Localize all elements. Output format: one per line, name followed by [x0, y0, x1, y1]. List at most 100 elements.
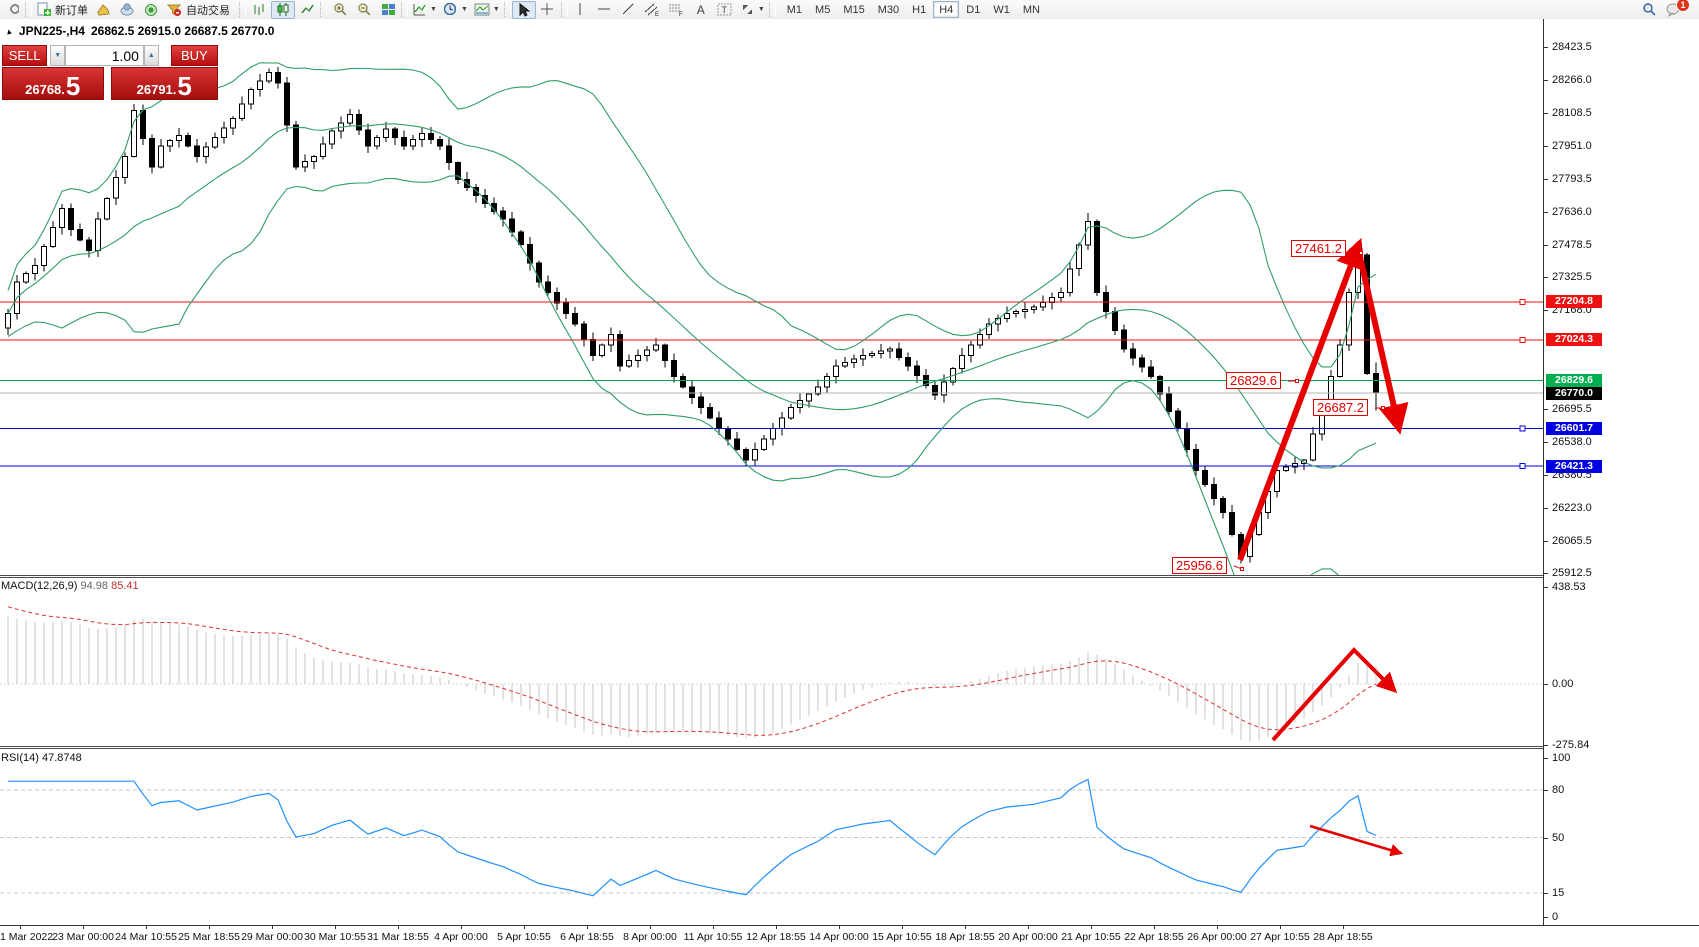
- swing-label-27461.2[interactable]: 27461.2: [1291, 240, 1346, 257]
- notifications-button[interactable]: 1: [1661, 0, 1690, 19]
- price-tick-label: 27636.0: [1552, 206, 1592, 218]
- swing-label-26829.6[interactable]: 26829.6: [1226, 372, 1281, 389]
- buy-price[interactable]: 26791. 5: [110, 67, 218, 101]
- timeframe-M30[interactable]: M30: [877, 3, 900, 16]
- arrows-button[interactable]: ▼: [737, 1, 768, 19]
- time-tick-mark: [839, 926, 840, 929]
- price-badge-27024.3: 27024.3: [1546, 333, 1602, 346]
- text-label-icon: T: [717, 3, 732, 16]
- macd-panel[interactable]: [0, 578, 1543, 746]
- cut-icon[interactable]: [0, 1, 24, 19]
- price-tick-mark: [1544, 245, 1548, 246]
- svg-text:F: F: [679, 12, 683, 17]
- sell-button[interactable]: SELL: [2, 45, 48, 66]
- time-tick-mark: [650, 926, 651, 929]
- one-click-collapse-icon[interactable]: ▲: [3, 25, 14, 37]
- timeframe-M15[interactable]: M15: [843, 3, 865, 16]
- time-tick-mark: [398, 926, 399, 929]
- chart-title: ▲ JPN225-,H4 26862.5 26915.0 26687.5 267…: [3, 24, 275, 38]
- horizontal-line-button[interactable]: [593, 1, 617, 19]
- timeframe-M5[interactable]: M5: [815, 3, 831, 16]
- buy-button[interactable]: BUY: [170, 45, 219, 66]
- time-label: 30 Mar 10:55: [304, 931, 366, 943]
- toolbar-separator: [25, 2, 32, 17]
- cursor-button[interactable]: [511, 0, 536, 19]
- time-label: 26 Apr 00:00: [1187, 931, 1247, 943]
- time-axis[interactable]: 1 Mar 2022 23 Mar 00:00 24 Mar 10:55 25 Mar…: [0, 925, 1699, 947]
- price-badge-27204.8: 27204.8: [1546, 295, 1602, 308]
- timeframe-MN[interactable]: MN: [1022, 3, 1040, 16]
- templates-button[interactable]: ▼: [471, 1, 503, 19]
- sell-price[interactable]: 26768. 5: [2, 67, 104, 100]
- timeframe-D1[interactable]: D1: [966, 3, 981, 16]
- volume-input[interactable]: 1.00: [65, 45, 144, 66]
- bar-chart-icon: [253, 4, 264, 15]
- rsi-tick-mark: [1544, 758, 1548, 759]
- timeframe-M1[interactable]: M1: [786, 3, 803, 16]
- volume-decrease-button[interactable]: ▼: [50, 45, 66, 66]
- time-label: 15 Apr 10:55: [872, 931, 932, 943]
- time-label: 6 Apr 18:55: [560, 931, 614, 943]
- macd-tick-mark: [1544, 684, 1548, 685]
- vertical-line-icon: [579, 3, 582, 15]
- swing-label-25956.6[interactable]: 25956.6: [1172, 557, 1227, 574]
- price-axis[interactable]: 28423.5 28266.0 28108.5 27951.0 27793.5 27636…: [1543, 19, 1699, 925]
- time-tick-mark: [1343, 926, 1344, 929]
- timeframe-group: M1 M5 M15 M30 H1 H4 D1 W1 MN: [781, 1, 1046, 18]
- indicators-button[interactable]: ▼: [409, 1, 440, 19]
- timeframe-W1[interactable]: W1: [993, 3, 1010, 16]
- macd-panel-separator[interactable]: [0, 575, 1699, 578]
- rsi-panel[interactable]: [0, 750, 1543, 925]
- swing-label-26687.2[interactable]: 26687.2: [1313, 399, 1368, 416]
- dropdown-caret: ▼: [492, 6, 500, 13]
- price-badge-26421.3: 26421.3: [1546, 460, 1602, 473]
- price-tick-label: 26695.5: [1552, 403, 1592, 415]
- text-button[interactable]: A: [689, 1, 713, 19]
- buy-price-main: 26791.: [136, 82, 177, 97]
- data-window-button[interactable]: [115, 1, 139, 19]
- autotrading-label: 自动交易: [186, 4, 230, 17]
- symbol-period-label: JPN225-,H4: [18, 24, 85, 38]
- bar-chart-button[interactable]: [247, 1, 271, 19]
- time-label: 12 Apr 18:55: [746, 931, 806, 943]
- new-order-button[interactable]: 新订单: [33, 1, 91, 19]
- time-tick-mark: [1154, 926, 1155, 929]
- svg-text:E: E: [655, 12, 659, 17]
- tile-windows-button[interactable]: [376, 1, 400, 19]
- price-tick-mark: [1544, 508, 1548, 509]
- rsi-scale-label: 0: [1552, 911, 1559, 923]
- chart-workspace: 28423.5 28266.0 28108.5 27951.0 27793.5 27636…: [0, 19, 1699, 947]
- buy-price-big-digit: 5: [177, 71, 192, 101]
- text-label-button[interactable]: T: [713, 1, 737, 19]
- timeframe-H1[interactable]: H1: [912, 3, 927, 16]
- vertical-line-button[interactable]: [569, 1, 593, 19]
- macd-tick-mark: [1544, 745, 1548, 746]
- rsi-panel-separator[interactable]: [0, 746, 1699, 749]
- line-chart-icon: [300, 4, 314, 14]
- volume-increase-button[interactable]: ▲: [143, 45, 159, 66]
- periods-button[interactable]: ▼: [440, 1, 471, 19]
- trendline-button[interactable]: [617, 1, 641, 19]
- search-button[interactable]: [1637, 1, 1661, 19]
- zoom-out-button[interactable]: [352, 1, 376, 19]
- macd-scale-label: 0.00: [1552, 678, 1574, 690]
- fibonacci-button[interactable]: F: [665, 1, 689, 19]
- line-chart-button[interactable]: [295, 1, 319, 19]
- crosshair-button[interactable]: [536, 1, 560, 19]
- rsi-tick-mark: [1544, 790, 1548, 791]
- candlestick-chart-button[interactable]: [271, 0, 295, 19]
- time-label: 20 Apr 00:00: [998, 931, 1058, 943]
- main-price-chart[interactable]: [0, 19, 1543, 576]
- time-label: 23 Mar 00:00: [52, 931, 114, 943]
- price-tick-label: 26538.0: [1552, 436, 1592, 448]
- autotrading-button[interactable]: 自动交易: [163, 1, 233, 19]
- charts-profile-button[interactable]: [91, 1, 115, 19]
- equidistant-channel-button[interactable]: E: [641, 1, 665, 19]
- signals-button[interactable]: [139, 1, 163, 19]
- search-icon: [1642, 3, 1656, 16]
- timeframe-H4[interactable]: H4: [933, 1, 960, 18]
- cursor-icon: [519, 2, 531, 17]
- dropdown-caret: ▼: [460, 6, 468, 13]
- zoom-in-button[interactable]: [328, 1, 352, 19]
